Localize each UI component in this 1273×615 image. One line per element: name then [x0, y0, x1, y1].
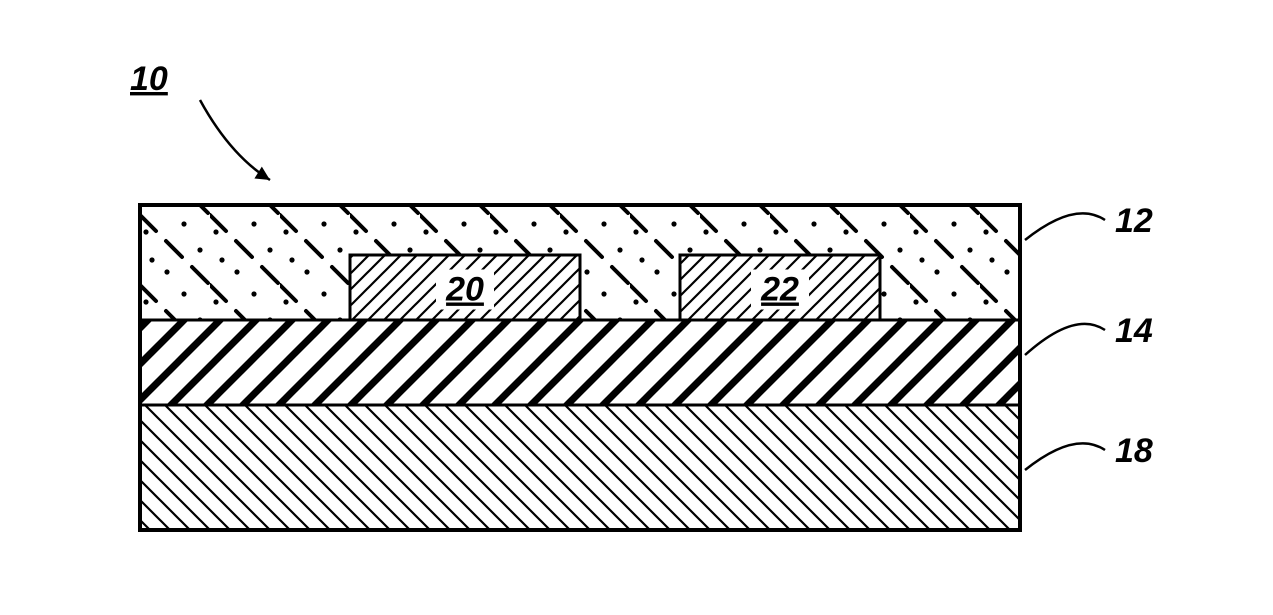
layer-bottom-label: 18 — [1115, 432, 1153, 470]
leader-12 — [1025, 213, 1105, 240]
layer-top-label: 12 — [1115, 202, 1153, 240]
figure-ref-arrowhead — [254, 167, 270, 180]
leader-lines — [1025, 213, 1105, 470]
block-left-label: 20 — [445, 270, 484, 308]
leader-18 — [1025, 443, 1105, 470]
layer-middle — [140, 320, 1020, 405]
block-right-label: 22 — [760, 270, 799, 308]
leader-14 — [1025, 324, 1105, 355]
embedded-block-left: 20 — [350, 255, 580, 320]
patent-cross-section-diagram: 20 22 10 12 14 18 — [0, 0, 1273, 610]
layer-bottom — [140, 405, 1020, 530]
layer-middle-label: 14 — [1115, 312, 1153, 350]
embedded-block-right: 22 — [680, 255, 880, 320]
figure-ref-arrow — [200, 100, 270, 180]
figure-ref-label: 10 — [130, 60, 168, 98]
